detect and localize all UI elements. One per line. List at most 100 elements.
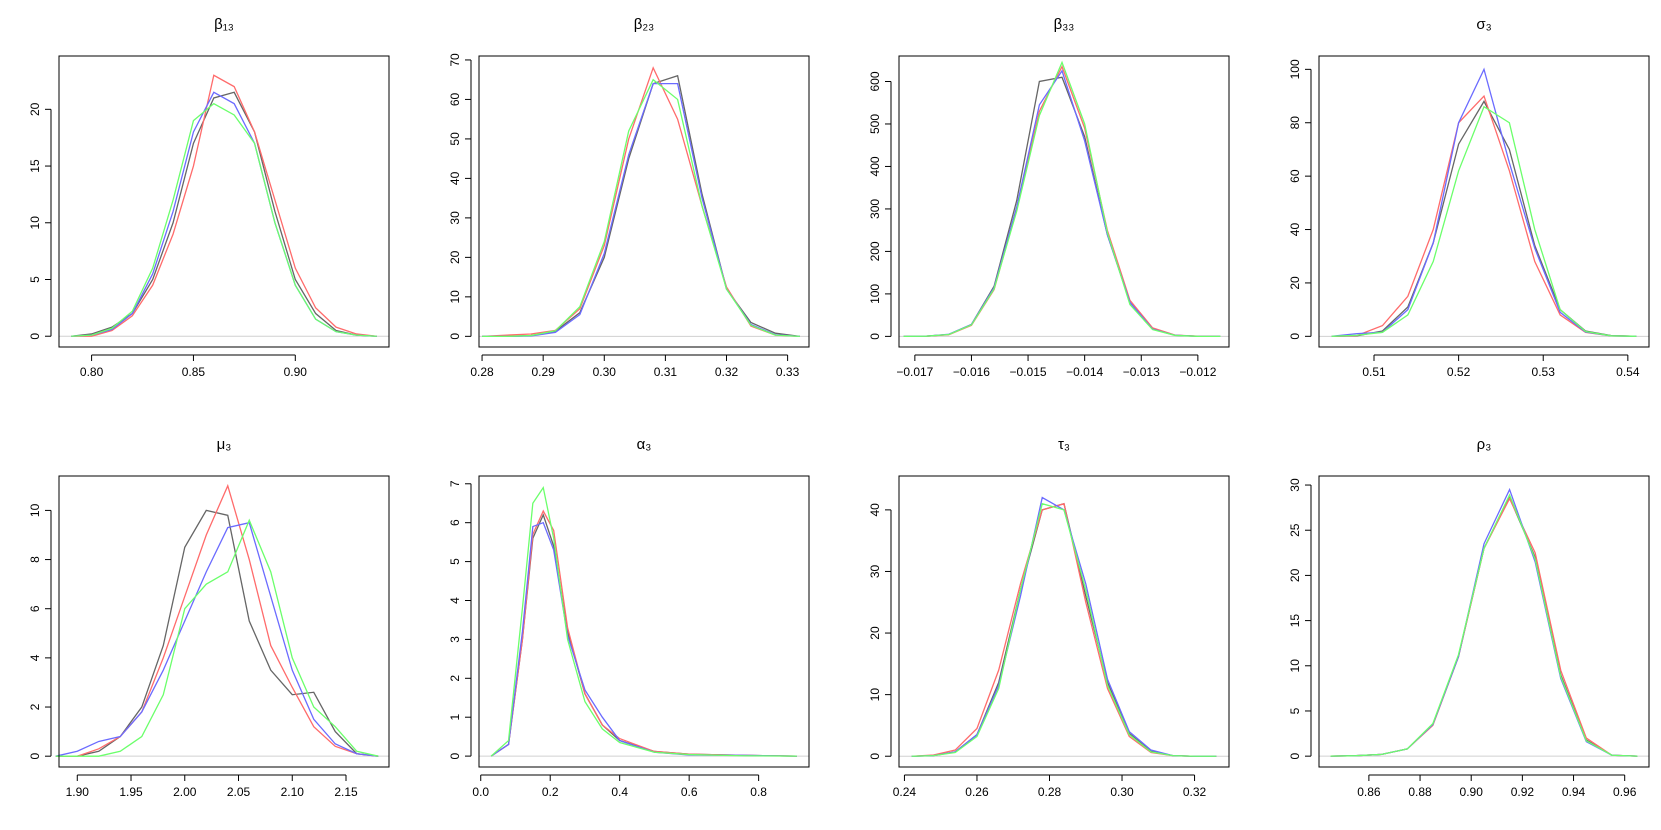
x-tick-label: 0.30 xyxy=(1110,785,1134,799)
y-tick-label: 0 xyxy=(28,753,42,760)
x-tick-label: 0.92 xyxy=(1511,785,1535,799)
y-tick-label: 0 xyxy=(1288,333,1302,340)
panel: α₃ 0.0 0.2 0.4 0.6 0.8 0 1 2 3 4 5 6 7 xyxy=(448,436,810,799)
density-line xyxy=(71,74,377,337)
x-tick-label: −0.017 xyxy=(896,365,933,379)
density-line xyxy=(911,502,1217,757)
density-line xyxy=(1331,67,1637,337)
x-tick-label: 0.80 xyxy=(80,365,104,379)
y-tick-label: 6 xyxy=(28,605,42,612)
x-tick-label: 0.30 xyxy=(593,365,617,379)
y-tick-label: 10 xyxy=(868,688,882,702)
plot-box xyxy=(1318,475,1650,768)
panel-title: σ₃ xyxy=(1476,16,1491,33)
x-tick-label: 0.8 xyxy=(750,785,767,799)
panel: β₂₃ 0.28 0.29 0.30 0.31 0.32 0.33 0 10 20 30 40 50 60… xyxy=(448,16,810,379)
density-line xyxy=(911,502,1217,757)
y-tick-label: 8 xyxy=(28,556,42,563)
plot-box xyxy=(58,475,390,768)
x-tick-label: 0.32 xyxy=(715,365,739,379)
density-line xyxy=(71,102,377,337)
density-line xyxy=(1330,496,1638,757)
y-tick-label: 0 xyxy=(868,333,882,340)
x-tick-label: −0.012 xyxy=(1179,365,1216,379)
density-line xyxy=(490,513,797,757)
y-tick-label: 100 xyxy=(868,284,882,304)
y-tick-label: 3 xyxy=(448,636,462,643)
density-line xyxy=(490,486,797,757)
y-tick-label: 25 xyxy=(1288,523,1302,537)
y-tick-label: 0 xyxy=(868,753,882,760)
density-line xyxy=(911,502,1217,757)
density-line xyxy=(482,66,800,337)
x-tick-label: −0.016 xyxy=(953,365,990,379)
panel-title: ρ₃ xyxy=(1477,436,1492,453)
panel-title: β₁₃ xyxy=(214,16,234,33)
x-tick-label: 0.54 xyxy=(1616,365,1640,379)
panel-title: τ₃ xyxy=(1058,436,1070,453)
density-line xyxy=(482,74,800,337)
x-tick-label: −0.014 xyxy=(1066,365,1103,379)
y-tick-label: 60 xyxy=(1288,169,1302,183)
y-tick-label: 30 xyxy=(868,564,882,578)
y-tick-label: 10 xyxy=(28,216,42,230)
x-tick-label: 0.85 xyxy=(182,365,206,379)
x-tick-label: 0.96 xyxy=(1613,785,1637,799)
density-line xyxy=(55,483,379,757)
density-line xyxy=(55,518,379,757)
panel: τ₃ 0.24 0.26 0.28 0.30 0.32 0 10 20 30 40 xyxy=(868,436,1230,799)
density-line xyxy=(903,60,1221,338)
y-tick-label: 20 xyxy=(28,102,42,116)
panel: ρ₃ 0.86 0.88 0.90 0.92 0.94 0.96 0 5 10 15 20 25 30 xyxy=(1288,436,1650,799)
y-tick-label: 40 xyxy=(448,171,462,185)
x-tick-label: 0.53 xyxy=(1532,365,1556,379)
density-line xyxy=(55,509,379,757)
panel: μ₃ 1.90 1.95 2.00 2.05 2.10 2.15 0 2 4 6 8 10 xyxy=(28,436,390,799)
y-tick-label: 20 xyxy=(448,250,462,264)
density-line xyxy=(482,78,800,337)
x-tick-label: −0.015 xyxy=(1010,365,1047,379)
x-tick-label: 0.32 xyxy=(1183,785,1207,799)
x-tick-label: 0.28 xyxy=(1038,785,1062,799)
y-tick-label: 80 xyxy=(1288,116,1302,130)
panel-title: β₂₃ xyxy=(634,16,655,33)
y-tick-label: 20 xyxy=(1288,568,1302,582)
y-tick-label: 600 xyxy=(868,71,882,91)
x-tick-label: 0.4 xyxy=(611,785,628,799)
x-tick-label: 0.29 xyxy=(531,365,555,379)
density-line xyxy=(911,496,1217,757)
x-tick-label: 0.51 xyxy=(1362,365,1386,379)
plot-box xyxy=(478,55,810,348)
x-tick-label: 2.15 xyxy=(334,785,358,799)
x-tick-label: 1.90 xyxy=(66,785,90,799)
density-line xyxy=(71,91,377,337)
density-line xyxy=(1330,493,1638,757)
y-tick-label: 5 xyxy=(1288,707,1302,714)
plot-box xyxy=(898,55,1230,348)
y-tick-label: 10 xyxy=(1288,659,1302,673)
panel-title: β₃₃ xyxy=(1054,16,1075,33)
y-tick-label: 70 xyxy=(448,53,462,67)
density-line xyxy=(903,69,1221,338)
density-line xyxy=(1331,94,1637,337)
y-tick-label: 5 xyxy=(448,558,462,565)
panel: β₁₃ 0.80 0.85 0.90 0 5 10 15 20 xyxy=(28,16,390,379)
y-tick-label: 0 xyxy=(28,333,42,340)
y-tick-label: 6 xyxy=(448,519,462,526)
x-tick-label: 0.94 xyxy=(1562,785,1586,799)
x-tick-label: 2.00 xyxy=(173,785,197,799)
y-tick-label: 300 xyxy=(868,199,882,219)
x-tick-label: 0.90 xyxy=(284,365,308,379)
y-tick-label: 500 xyxy=(868,114,882,134)
y-tick-label: 100 xyxy=(1288,59,1302,79)
y-tick-label: 20 xyxy=(868,626,882,640)
density-line xyxy=(1331,105,1637,337)
density-line xyxy=(903,76,1221,338)
y-tick-label: 10 xyxy=(28,503,42,517)
density-line xyxy=(903,64,1221,338)
y-tick-label: 15 xyxy=(28,159,42,173)
x-tick-label: 1.95 xyxy=(119,785,143,799)
x-tick-label: 0.6 xyxy=(681,785,698,799)
panel-title: α₃ xyxy=(637,436,652,453)
x-tick-label: 0.2 xyxy=(542,785,559,799)
